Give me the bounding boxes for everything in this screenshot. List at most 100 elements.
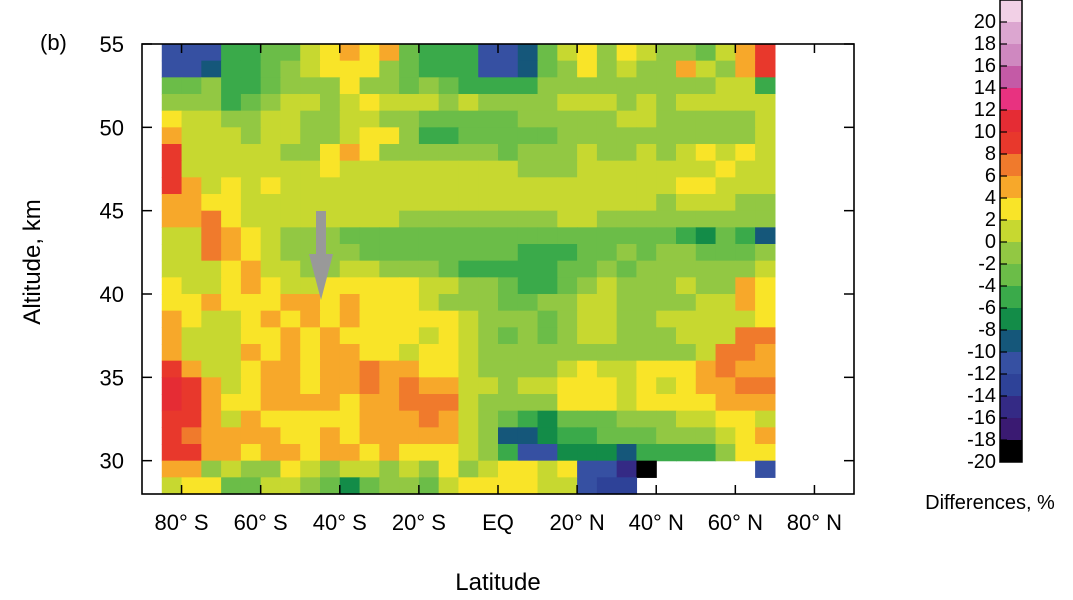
heatmap-cell (399, 344, 420, 362)
heatmap-cell (339, 127, 361, 145)
heatmap-cell (715, 360, 736, 378)
heatmap-cell (557, 344, 578, 362)
heatmap-cell (458, 277, 479, 295)
colorbar-swatch (1000, 44, 1022, 67)
heatmap-cell (735, 410, 756, 428)
heatmap-cell (656, 377, 677, 395)
heatmap-cell (537, 444, 558, 462)
heatmap-cell (240, 44, 262, 62)
heatmap-cell (616, 60, 638, 78)
heatmap-cell (735, 444, 756, 462)
colorbar-swatch (1000, 308, 1022, 331)
heatmap-cell (656, 260, 677, 278)
heatmap-cell (517, 344, 539, 362)
heatmap-cell (399, 44, 420, 62)
heatmap-cell (418, 294, 440, 312)
heatmap-cell (260, 394, 282, 412)
heatmap-cell (240, 77, 262, 95)
heatmap-cell (221, 60, 242, 78)
heatmap-cell (458, 294, 479, 312)
heatmap-cell (438, 260, 460, 278)
heatmap-cell (399, 444, 420, 462)
heatmap-cell (320, 144, 341, 162)
colorbar-tick-label: 10 (974, 121, 996, 143)
heatmap-cell (715, 277, 736, 295)
heatmap-cell (201, 60, 222, 78)
heatmap-cell (240, 260, 262, 278)
heatmap-cell (656, 244, 677, 262)
heatmap-cell (596, 427, 618, 445)
heatmap-cell (260, 294, 282, 312)
heatmap-cell (458, 310, 479, 328)
heatmap-cell (339, 327, 361, 345)
heatmap-cell (300, 427, 321, 445)
heatmap-cell (339, 210, 361, 228)
heatmap-cell (458, 94, 479, 112)
heatmap-cell (359, 460, 380, 478)
heatmap-cell (201, 377, 222, 395)
colorbar-swatch (1000, 88, 1022, 111)
x-tick-label: 20° N (549, 510, 604, 535)
heatmap-cell (221, 110, 242, 128)
heatmap-cell (339, 260, 361, 278)
heatmap-cell (557, 427, 578, 445)
heatmap-cell (498, 44, 519, 62)
heatmap-cell (438, 294, 460, 312)
heatmap-cell (280, 210, 301, 228)
heatmap-cell (755, 410, 776, 428)
heatmap-cell (755, 327, 776, 345)
heatmap-cell (557, 444, 578, 462)
heatmap-cell (320, 377, 341, 395)
heatmap-cell (260, 94, 282, 112)
heatmap-cell (260, 144, 282, 162)
heatmap-cell (458, 60, 479, 78)
heatmap-cell (359, 94, 380, 112)
heatmap-cell (596, 360, 618, 378)
heatmap-cell (498, 427, 519, 445)
heatmap-cell (181, 177, 202, 195)
heatmap-cell (320, 344, 341, 362)
heatmap-cell (517, 294, 539, 312)
heatmap-cell (695, 94, 717, 112)
heatmap-cell (755, 394, 776, 412)
heatmap-cell (755, 260, 776, 278)
heatmap-cell (755, 160, 776, 178)
heatmap-cell (616, 210, 638, 228)
heatmap-cell (517, 327, 539, 345)
y-tick-label: 50 (100, 115, 124, 140)
heatmap-cell (181, 160, 202, 178)
heatmap-cell (240, 177, 262, 195)
heatmap-cell (181, 294, 202, 312)
heatmap-cell (280, 227, 301, 245)
heatmap-cell (656, 77, 677, 95)
heatmap-cell (161, 344, 183, 362)
heatmap-cell (181, 94, 202, 112)
heatmap-cell (478, 227, 499, 245)
heatmap-cell (161, 77, 183, 95)
heatmap-cell (557, 144, 578, 162)
heatmap-cell (438, 310, 460, 328)
heatmap-cell (478, 110, 499, 128)
heatmap-cell (181, 127, 202, 145)
heatmap-cell (161, 177, 183, 195)
heatmap-cell (339, 177, 361, 195)
y-tick-label: 55 (100, 32, 124, 57)
heatmap-cell (221, 44, 242, 62)
heatmap-cell (676, 244, 697, 262)
heatmap-cell (537, 210, 558, 228)
heatmap-cell (181, 360, 202, 378)
heatmap-cell (695, 394, 717, 412)
heatmap-cell (537, 160, 558, 178)
heatmap-cell (399, 227, 420, 245)
heatmap-cell (517, 310, 539, 328)
heatmap-cell (695, 60, 717, 78)
heatmap-cell (161, 310, 183, 328)
heatmap-cell (478, 210, 499, 228)
heatmap-cell (379, 227, 400, 245)
heatmap-cell (260, 177, 282, 195)
heatmap-cell (517, 444, 539, 462)
heatmap-cell (379, 277, 400, 295)
heatmap-cell (517, 210, 539, 228)
heatmap-cell (221, 344, 242, 362)
heatmap-cell (320, 44, 341, 62)
